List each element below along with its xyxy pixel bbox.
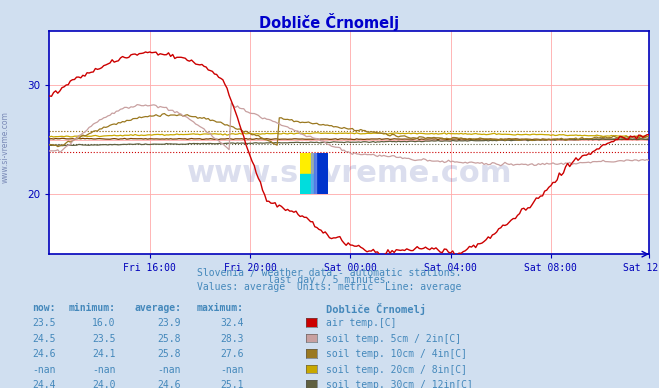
Text: soil temp. 5cm / 2in[C]: soil temp. 5cm / 2in[C] bbox=[326, 334, 461, 344]
Text: -nan: -nan bbox=[32, 365, 56, 375]
Text: 24.5: 24.5 bbox=[32, 334, 56, 344]
Text: 23.5: 23.5 bbox=[32, 318, 56, 328]
Text: 24.1: 24.1 bbox=[92, 349, 115, 359]
Text: soil temp. 30cm / 12in[C]: soil temp. 30cm / 12in[C] bbox=[326, 380, 473, 388]
Text: 25.1: 25.1 bbox=[220, 380, 244, 388]
Text: 32.4: 32.4 bbox=[220, 318, 244, 328]
Text: 25.8: 25.8 bbox=[158, 349, 181, 359]
Bar bbox=[314, 153, 328, 194]
Text: www.si-vreme.com: www.si-vreme.com bbox=[186, 159, 512, 188]
Text: now:: now: bbox=[32, 303, 56, 313]
Text: Values: average  Units: metric  Line: average: Values: average Units: metric Line: aver… bbox=[197, 282, 462, 292]
Polygon shape bbox=[311, 153, 316, 194]
Text: soil temp. 20cm / 8in[C]: soil temp. 20cm / 8in[C] bbox=[326, 365, 467, 375]
Text: 23.9: 23.9 bbox=[158, 318, 181, 328]
Bar bbox=[300, 153, 314, 174]
Text: Slovenia / weather data - automatic stations.: Slovenia / weather data - automatic stat… bbox=[197, 268, 462, 278]
Text: 24.4: 24.4 bbox=[32, 380, 56, 388]
Text: soil temp. 10cm / 4in[C]: soil temp. 10cm / 4in[C] bbox=[326, 349, 467, 359]
Text: air temp.[C]: air temp.[C] bbox=[326, 318, 397, 328]
Text: -nan: -nan bbox=[220, 365, 244, 375]
Text: minimum:: minimum: bbox=[69, 303, 115, 313]
Text: 23.5: 23.5 bbox=[92, 334, 115, 344]
Text: -nan: -nan bbox=[92, 365, 115, 375]
Text: Dobliče Črnomelj: Dobliče Črnomelj bbox=[260, 13, 399, 31]
Text: 25.8: 25.8 bbox=[158, 334, 181, 344]
Text: average:: average: bbox=[134, 303, 181, 313]
Text: 24.0: 24.0 bbox=[92, 380, 115, 388]
Text: www.si-vreme.com: www.si-vreme.com bbox=[1, 111, 10, 184]
Text: -nan: -nan bbox=[158, 365, 181, 375]
Text: Dobliče Črnomelj: Dobliče Črnomelj bbox=[326, 303, 426, 315]
Text: 24.6: 24.6 bbox=[158, 380, 181, 388]
Text: 24.6: 24.6 bbox=[32, 349, 56, 359]
Text: maximum:: maximum: bbox=[197, 303, 244, 313]
Text: 28.3: 28.3 bbox=[220, 334, 244, 344]
Text: last day / 5 minutes.: last day / 5 minutes. bbox=[268, 275, 391, 285]
Text: 27.6: 27.6 bbox=[220, 349, 244, 359]
Bar bbox=[300, 174, 314, 194]
Text: 16.0: 16.0 bbox=[92, 318, 115, 328]
